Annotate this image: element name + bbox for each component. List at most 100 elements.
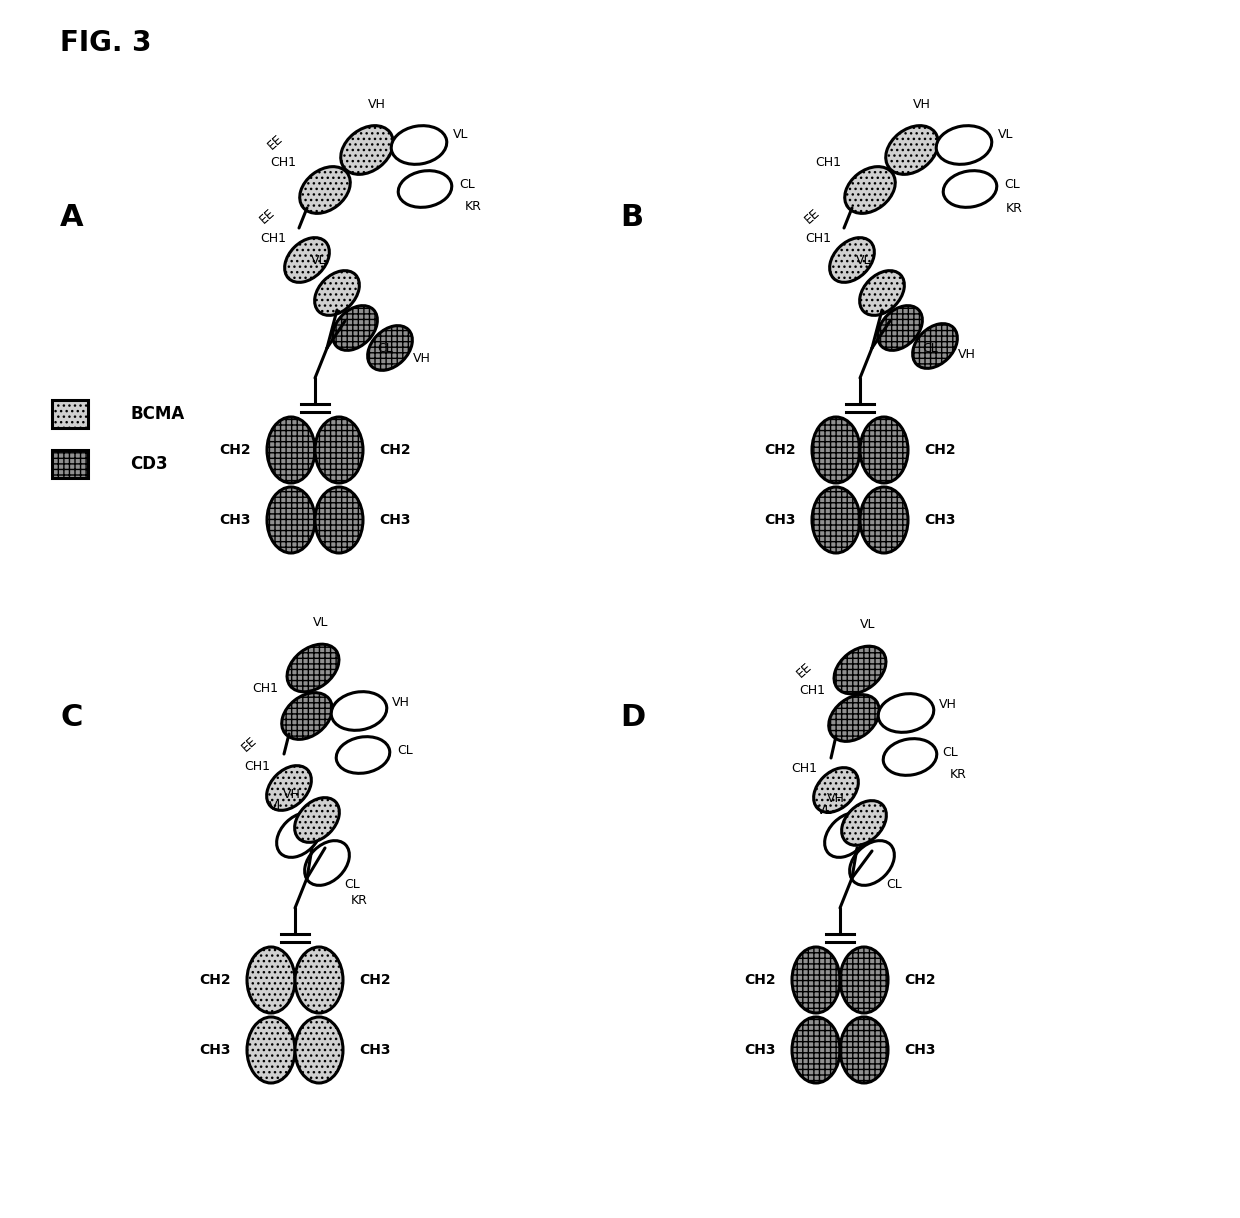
Text: CH1: CH1 (260, 231, 286, 245)
Text: VL: VL (998, 129, 1014, 141)
Text: CH2: CH2 (924, 443, 956, 457)
Text: BCMA: BCMA (130, 406, 185, 423)
Ellipse shape (830, 238, 874, 283)
Text: CH3: CH3 (744, 1043, 776, 1057)
Ellipse shape (305, 840, 350, 885)
Ellipse shape (885, 125, 939, 174)
Ellipse shape (944, 171, 997, 207)
Text: VH: VH (939, 698, 957, 711)
Text: CL: CL (459, 178, 475, 190)
Text: VH: VH (368, 99, 386, 112)
Text: KR: KR (950, 769, 966, 782)
Ellipse shape (286, 644, 339, 692)
Text: CH3: CH3 (360, 1043, 391, 1057)
Ellipse shape (825, 812, 869, 857)
Text: CL: CL (942, 745, 957, 759)
Ellipse shape (398, 171, 451, 207)
Text: CH1: CH1 (270, 156, 296, 168)
Text: VH: VH (959, 347, 976, 361)
Text: CH1: CH1 (252, 682, 278, 694)
Text: KR: KR (351, 894, 367, 907)
Text: CH2: CH2 (764, 443, 796, 457)
Ellipse shape (367, 325, 413, 370)
Ellipse shape (812, 417, 861, 484)
Text: CH1: CH1 (244, 760, 270, 772)
Ellipse shape (839, 1017, 888, 1083)
Ellipse shape (267, 487, 315, 553)
Text: CH1: CH1 (815, 156, 841, 168)
Text: B: B (620, 203, 644, 233)
Text: EE: EE (265, 132, 285, 152)
Ellipse shape (878, 306, 923, 351)
Ellipse shape (281, 693, 332, 739)
Ellipse shape (267, 417, 315, 484)
Ellipse shape (331, 692, 387, 731)
Text: CH2: CH2 (379, 443, 410, 457)
Text: FIG. 3: FIG. 3 (60, 29, 151, 57)
Text: CD3: CD3 (130, 456, 167, 473)
Text: CH2: CH2 (219, 443, 250, 457)
Text: EE: EE (257, 206, 278, 227)
Text: CL: CL (887, 878, 901, 892)
Ellipse shape (812, 487, 861, 553)
Ellipse shape (844, 167, 895, 213)
Ellipse shape (315, 417, 363, 484)
Ellipse shape (913, 324, 957, 368)
Ellipse shape (828, 694, 879, 742)
Ellipse shape (315, 270, 360, 315)
Ellipse shape (849, 840, 894, 885)
Ellipse shape (295, 948, 343, 1013)
Text: D: D (620, 704, 645, 732)
Text: A: A (60, 203, 83, 233)
Ellipse shape (835, 647, 885, 694)
Text: VL: VL (861, 618, 875, 631)
Text: VL: VL (314, 615, 329, 628)
Text: C: C (60, 704, 82, 732)
Text: KR: KR (465, 201, 481, 213)
Ellipse shape (295, 798, 340, 843)
Ellipse shape (332, 306, 377, 351)
Text: EE: EE (239, 734, 259, 754)
Text: CL: CL (345, 878, 360, 892)
Text: CH3: CH3 (904, 1043, 936, 1057)
Ellipse shape (883, 738, 936, 776)
Text: VL: VL (311, 255, 327, 268)
Bar (52, 400, 88, 428)
Ellipse shape (247, 1017, 295, 1083)
Ellipse shape (336, 737, 389, 773)
Text: CL: CL (923, 341, 937, 354)
Text: CH1: CH1 (791, 761, 817, 775)
Text: VL: VL (269, 800, 285, 814)
Ellipse shape (267, 766, 311, 810)
Text: VH: VH (913, 99, 931, 112)
Bar (52, 449, 88, 477)
Ellipse shape (792, 948, 839, 1013)
Text: CH3: CH3 (219, 513, 250, 527)
Ellipse shape (300, 167, 350, 213)
Text: CH3: CH3 (764, 513, 796, 527)
Text: CH3: CH3 (924, 513, 956, 527)
Ellipse shape (936, 125, 992, 164)
Ellipse shape (878, 694, 934, 732)
Text: VH: VH (392, 697, 410, 710)
Ellipse shape (859, 270, 904, 315)
Ellipse shape (861, 417, 908, 484)
Text: KR: KR (1006, 202, 1023, 216)
Text: CH2: CH2 (904, 973, 936, 987)
Text: CH2: CH2 (360, 973, 391, 987)
Text: VL: VL (857, 255, 872, 268)
Text: CL: CL (377, 341, 393, 354)
Text: CL: CL (397, 743, 413, 756)
Text: CH2: CH2 (744, 973, 776, 987)
Ellipse shape (861, 487, 908, 553)
Ellipse shape (315, 487, 363, 553)
Ellipse shape (277, 812, 321, 857)
Ellipse shape (839, 948, 888, 1013)
Text: CH3: CH3 (379, 513, 410, 527)
Ellipse shape (813, 767, 858, 812)
Text: VH: VH (827, 792, 844, 805)
Ellipse shape (392, 125, 446, 164)
Text: VH: VH (413, 352, 432, 364)
Text: VL: VL (817, 804, 833, 816)
Text: VL: VL (454, 129, 469, 141)
